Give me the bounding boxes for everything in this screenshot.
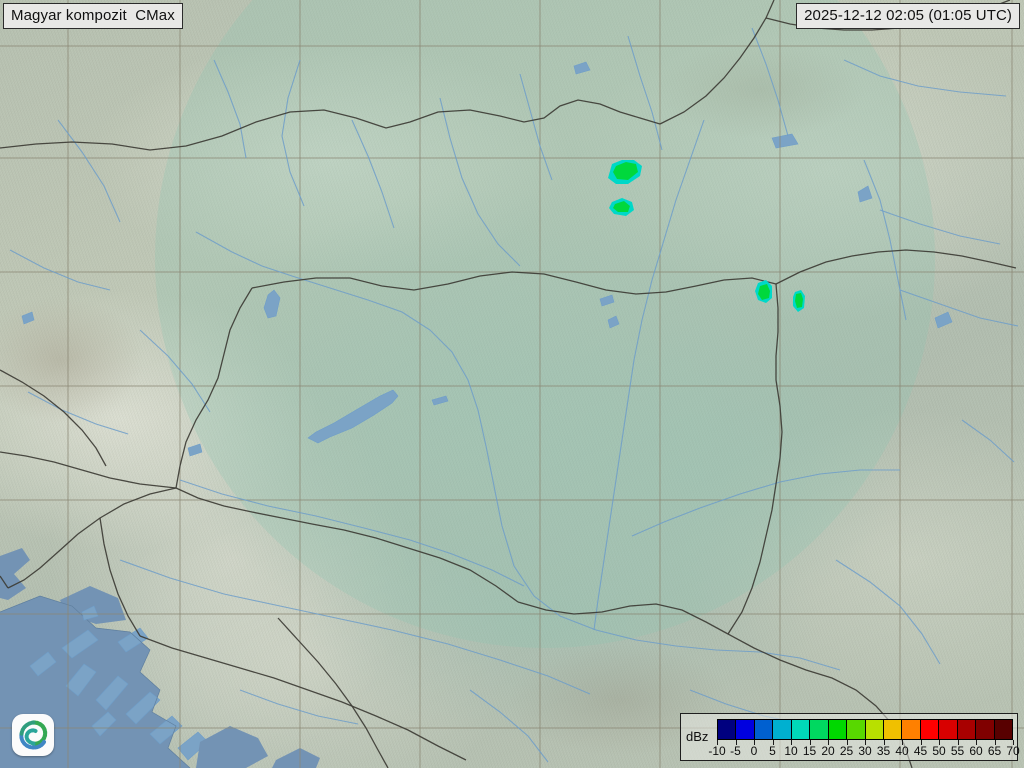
legend-tick-55 [957, 740, 959, 745]
legend-tick-marks [717, 740, 1014, 746]
legend-swatch-12 [939, 720, 958, 739]
echo-cell-north-slovakia [608, 160, 642, 184]
legend-swatch-14 [976, 720, 995, 739]
legend-tick-30 [865, 740, 866, 745]
legend-unit-label: dBz [686, 729, 709, 744]
legend-swatch-3 [773, 720, 792, 739]
legend-label-0: 0 [750, 744, 758, 758]
legend-label-25: 25 [839, 744, 854, 758]
legend-tick-labels: -10 -5 0 5 10 15 20 25 30 35 40 45 50 55 60 65 70 [708, 744, 1019, 760]
legend-label-5: 5 [769, 744, 776, 758]
legend-tick-60 [976, 740, 977, 745]
legend-label--5: -5 [730, 744, 741, 758]
radar-echo-cells [608, 160, 805, 312]
legend-tick-25 [846, 740, 848, 745]
legend-tick--5 [735, 740, 737, 745]
legend-tick-70 [1013, 740, 1014, 745]
legend-tick-50 [939, 740, 940, 745]
legend-swatch-5 [810, 720, 829, 739]
swirl-icon [19, 720, 48, 750]
product-title-label: Magyar kompozit CMax [3, 3, 183, 29]
legend-tick-45 [920, 740, 922, 745]
legend-tick--10 [717, 740, 718, 745]
legend-label-15: 15 [802, 744, 817, 758]
legend-label-40: 40 [895, 744, 909, 758]
legend-swatch-9 [883, 720, 903, 739]
echo-cell-east-inland [793, 290, 805, 312]
legend-color-bar [717, 719, 1013, 740]
legend-swatch-11 [920, 720, 940, 739]
legend-label-10: 10 [784, 744, 798, 758]
legend-label-20: 20 [821, 744, 835, 758]
legend-swatch-13 [957, 720, 977, 739]
legend-tick-0 [754, 740, 755, 745]
legend-swatch-0 [718, 720, 737, 739]
timestamp-label: 2025-12-12 02:05 (01:05 UTC) [796, 3, 1020, 29]
echo-cell-east-border [755, 280, 772, 303]
reflectivity-legend: dBz -10 -5 0 5 10 15 20 25 30 35 40 45 50 55 60 65 70 [680, 713, 1020, 761]
lakes [21, 61, 953, 621]
legend-label-60: 60 [969, 744, 983, 758]
legend-label-65: 65 [987, 744, 1002, 758]
legend-swatch-15 [994, 720, 1012, 739]
legend-swatch-6 [828, 720, 848, 739]
legend-label-70: 70 [1006, 744, 1020, 758]
rivers [9, 27, 1019, 763]
legend-swatch-8 [865, 720, 884, 739]
legend-label--10: -10 [708, 744, 726, 758]
legend-tick-65 [994, 740, 996, 745]
legend-tick-35 [883, 740, 885, 745]
legend-label-45: 45 [913, 744, 928, 758]
legend-tick-40 [902, 740, 903, 745]
legend-swatch-10 [902, 720, 921, 739]
legend-swatch-1 [736, 720, 755, 739]
met-service-logo[interactable] [12, 714, 54, 756]
echo-cell-north-hungary [609, 198, 634, 216]
legend-tick-5 [772, 740, 774, 745]
legend-swatch-2 [754, 720, 774, 739]
legend-label-50: 50 [932, 744, 946, 758]
legend-tick-15 [809, 740, 811, 745]
legend-swatch-7 [847, 720, 866, 739]
legend-tick-10 [791, 740, 792, 745]
legend-swatch-4 [791, 720, 811, 739]
legend-label-35: 35 [876, 744, 891, 758]
legend-tick-20 [828, 740, 829, 745]
legend-label-30: 30 [858, 744, 872, 758]
legend-label-55: 55 [950, 744, 965, 758]
